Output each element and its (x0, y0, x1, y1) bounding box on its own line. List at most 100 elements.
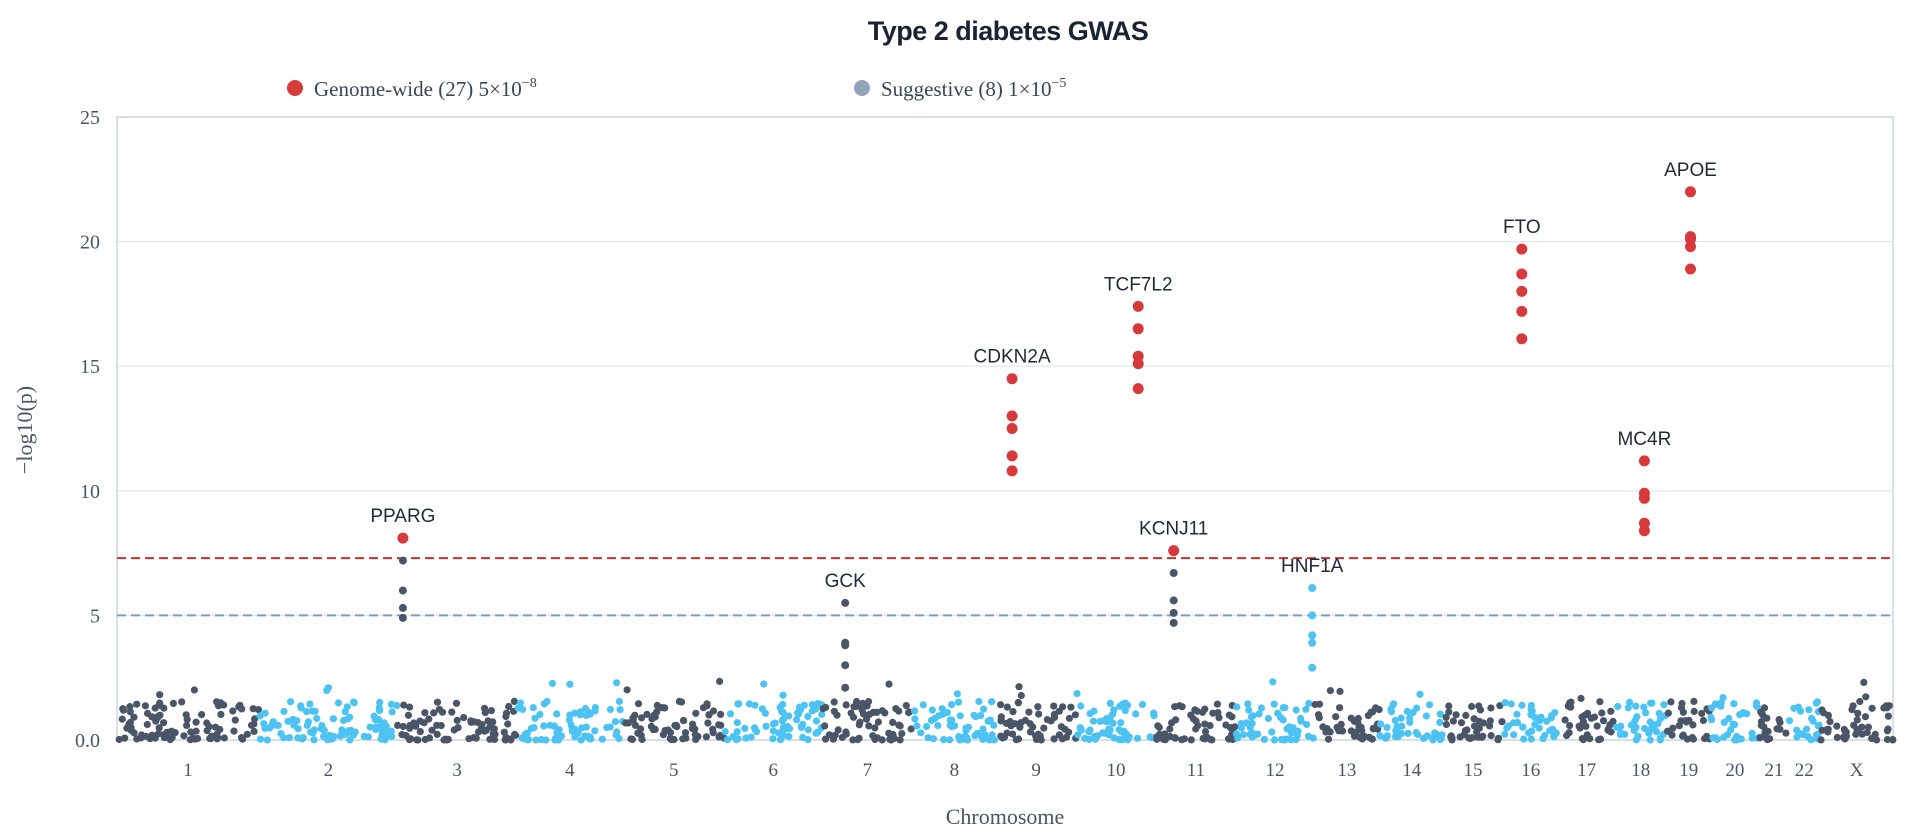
snp-point (130, 713, 138, 721)
snp-point (1452, 711, 1460, 719)
hit-point-kcnj11 (1169, 596, 1178, 605)
snp-point (923, 722, 931, 731)
snp-point (1006, 718, 1014, 726)
hit-point-gck (841, 683, 850, 692)
snp-point (1809, 717, 1817, 725)
snp-point (1268, 728, 1276, 736)
snp-point (156, 691, 164, 699)
snp-point (334, 699, 342, 707)
snp-point (1279, 704, 1287, 712)
snp-point (795, 703, 804, 711)
snp-point (467, 717, 475, 725)
gene-label-kcnj11: KCNJ11 (1139, 519, 1208, 540)
snp-point (624, 719, 633, 727)
snp-point (1116, 702, 1124, 710)
snp-point (287, 698, 295, 706)
snp-point (742, 734, 750, 742)
snp-point (1012, 736, 1020, 744)
hit-point-tcf7l2 (1132, 358, 1144, 370)
snp-point (1487, 732, 1495, 740)
snp-point (1009, 708, 1017, 716)
snp-point (1566, 722, 1574, 730)
snp-point (166, 736, 174, 744)
snp-point (1690, 707, 1698, 716)
hit-point-fto (1516, 333, 1528, 345)
snp-point (155, 724, 163, 732)
gene-label-tcf7l2: TCF7L2 (1104, 274, 1173, 295)
snp-point (606, 705, 615, 714)
snp-point (638, 735, 646, 744)
x-tick-label: 4 (565, 760, 575, 781)
snp-point (371, 716, 379, 724)
snp-point (825, 731, 834, 739)
snp-point (1234, 734, 1242, 742)
snp-point (752, 726, 760, 735)
snp-point (582, 711, 590, 720)
snp-point (1817, 736, 1825, 744)
snp-point (1606, 721, 1614, 729)
snp-point (1748, 729, 1756, 737)
snp-point (946, 716, 954, 724)
snp-point (1685, 716, 1693, 724)
snp-point (865, 722, 873, 730)
snp-point (532, 736, 540, 744)
snp-point (1062, 733, 1071, 741)
snp-point (425, 734, 434, 742)
snp-point (1336, 704, 1344, 712)
snp-point (818, 710, 826, 719)
snp-point (1438, 731, 1446, 739)
snp-point (399, 722, 407, 731)
snp-point (1387, 705, 1395, 713)
snp-point (990, 721, 998, 729)
snp-point (896, 736, 904, 744)
snp-point (1820, 709, 1828, 717)
snp-point (1244, 700, 1252, 708)
snp-point (1561, 716, 1569, 724)
snp-point (1752, 699, 1761, 707)
snp-point (1133, 734, 1142, 742)
snp-point (1494, 736, 1502, 744)
snp-point (830, 707, 838, 715)
hit-point-fto (1516, 305, 1528, 317)
snp-point (981, 731, 989, 739)
snp-point (1708, 716, 1716, 724)
snp-point (1565, 729, 1573, 737)
hit-point-cdkn2a (1006, 450, 1018, 462)
snp-point (1626, 698, 1634, 707)
x-tick-label: 11 (1187, 760, 1205, 781)
snp-point (598, 735, 606, 743)
snp-point (779, 708, 787, 717)
snp-point (160, 719, 168, 727)
legend-marker (854, 80, 870, 96)
snp-point (346, 713, 354, 721)
background-points (115, 677, 1897, 744)
snp-point (1081, 734, 1089, 742)
snp-point (1138, 700, 1147, 709)
snp-point (529, 704, 537, 712)
x-tick-label: 9 (1031, 760, 1041, 781)
snp-point (1501, 699, 1509, 707)
snp-point (169, 699, 177, 708)
snp-point (433, 730, 441, 739)
snp-point (1358, 735, 1366, 743)
snp-point (187, 728, 195, 736)
snp-point (895, 707, 903, 715)
hit-point-kcnj11 (1169, 608, 1178, 617)
snp-point (1225, 711, 1233, 719)
snp-point (1171, 734, 1179, 742)
snp-point (1076, 724, 1084, 732)
snp-point (474, 728, 483, 736)
snp-point (381, 736, 389, 744)
snp-point (178, 698, 186, 706)
snp-point (863, 702, 871, 710)
snp-point (1106, 699, 1114, 708)
snp-point (404, 711, 412, 719)
snp-point (416, 728, 424, 736)
snp-point (507, 735, 515, 743)
snp-point (1225, 735, 1233, 743)
gene-label-pparg: PPARG (370, 506, 435, 527)
snp-point (309, 729, 317, 737)
snp-point (741, 724, 749, 733)
snp-point (769, 727, 778, 735)
snp-point (1118, 736, 1126, 744)
